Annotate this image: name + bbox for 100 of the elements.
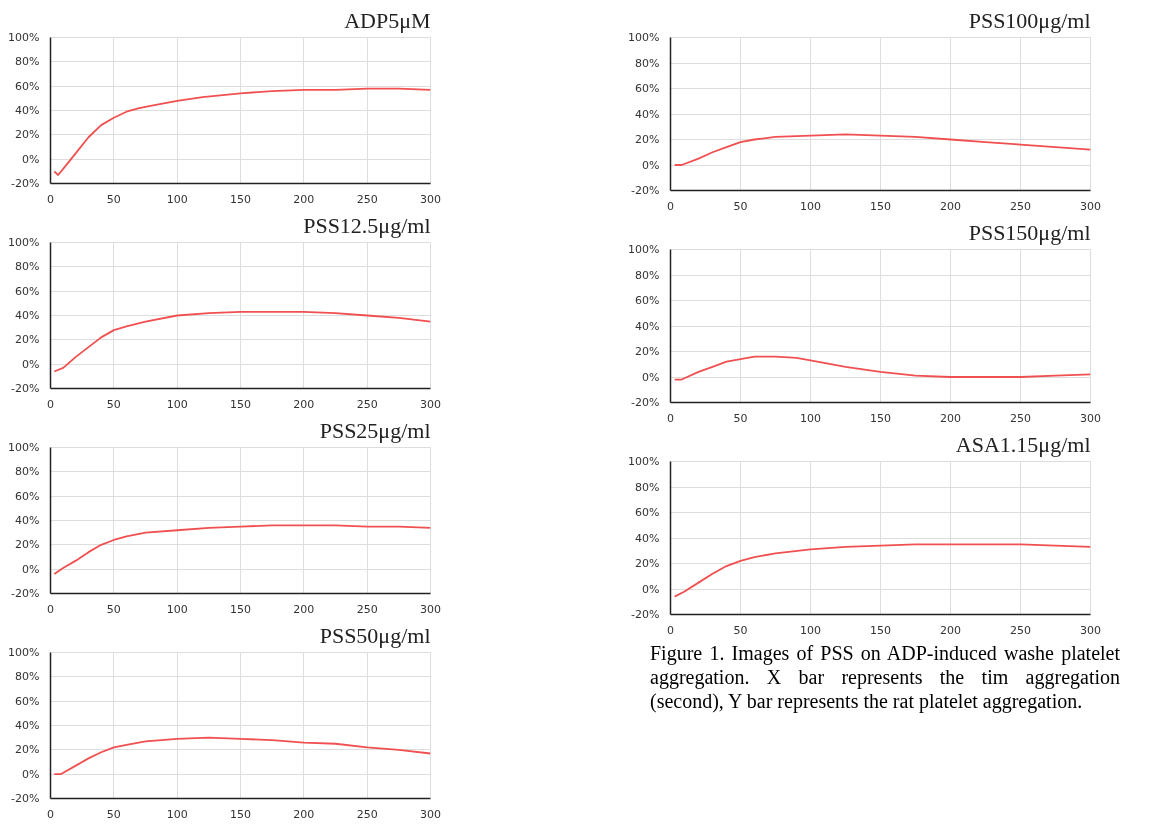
x-tick-label: 100 (166, 192, 188, 206)
y-tick-label: 0% (22, 767, 40, 781)
x-tick-label: 0 (667, 199, 674, 213)
x-tick-label: 100 (800, 411, 821, 425)
x-tick-label: 0 (667, 623, 674, 637)
x-tick-label: 200 (293, 602, 315, 616)
x-tick-label: 200 (293, 192, 315, 206)
line-series (673, 133, 1091, 166)
y-tick-label: -20% (631, 184, 660, 197)
y-tick-label: 100% (628, 31, 660, 44)
x-tick-label: 100 (166, 807, 188, 821)
y-tick-label: 0% (22, 357, 40, 371)
x-tick-label: 200 (940, 199, 961, 213)
y-tick-label: 60% (635, 506, 660, 519)
x-tick-label: 200 (940, 623, 961, 637)
y-tick-label: 60% (15, 284, 40, 298)
x-tick-label: 150 (870, 199, 891, 213)
y-tick-label: -20% (11, 177, 40, 190)
y-tick-label: 20% (635, 133, 660, 146)
x-tick-label: 100 (166, 397, 188, 411)
x-tick-label: 150 (870, 411, 891, 425)
x-tick-label: 300 (1080, 199, 1101, 213)
x-tick-label: 300 (1080, 623, 1101, 637)
y-tick-label: 40% (15, 514, 40, 527)
x-tick-label: 300 (420, 602, 441, 616)
y-tick-label: -20% (11, 792, 40, 805)
x-tick-label: 50 (106, 602, 121, 616)
y-tick-label: 20% (635, 557, 660, 570)
x-tick-label: 150 (230, 807, 251, 821)
y-tick-label: 40% (15, 104, 40, 117)
y-tick-label: 80% (15, 465, 40, 479)
x-tick-label: 50 (106, 397, 121, 411)
y-tick-label: 40% (635, 107, 660, 121)
x-tick-label: 50 (106, 807, 121, 821)
y-tick-label: 100% (628, 455, 660, 468)
x-tick-label: 100 (166, 602, 188, 616)
chart-title: ADP5μM (344, 7, 431, 33)
chart-title: PSS150μg/ml (968, 219, 1091, 245)
chart-title: PSS100μg/ml (968, 7, 1091, 33)
x-tick-label: 50 (733, 623, 748, 637)
y-tick-label: 100% (8, 236, 40, 249)
y-tick-label: 20% (15, 333, 40, 347)
y-tick-label: -20% (11, 382, 40, 395)
chart-title: ASA1.15μg/ml (955, 431, 1091, 457)
y-tick-label: 40% (635, 319, 660, 333)
x-tick-label: 200 (293, 397, 315, 411)
x-tick-label: 250 (356, 602, 378, 616)
x-tick-label: 200 (940, 411, 961, 425)
x-tick-label: 300 (420, 397, 441, 411)
y-tick-label: 60% (15, 694, 40, 708)
x-tick-label: 100 (800, 623, 821, 637)
y-tick-label: 20% (15, 128, 40, 142)
x-tick-label: 150 (230, 397, 251, 411)
line-series (53, 524, 431, 575)
caption: Figure 1. Images of PSS on ADP-induced washe platelet aggregation. X bar represents the tim aggregation (second), Y bar represents the rat platelet aggregation. (650, 641, 1120, 713)
line-series (673, 355, 1091, 381)
y-tick-label: 80% (635, 268, 660, 282)
y-tick-label: 60% (635, 294, 660, 307)
y-tick-label: 40% (15, 309, 40, 322)
x-tick-label: 250 (356, 807, 378, 821)
y-tick-label: 40% (15, 719, 40, 732)
x-tick-label: 50 (733, 199, 748, 213)
y-tick-label: 0% (642, 582, 660, 596)
x-tick-label: 150 (230, 602, 251, 616)
x-tick-label: 250 (1010, 411, 1031, 425)
y-tick-label: -20% (631, 608, 660, 621)
y-tick-label: 80% (15, 670, 40, 684)
y-tick-label: 80% (15, 260, 40, 274)
y-tick-label: 100% (8, 646, 40, 659)
x-tick-label: 0 (667, 411, 674, 425)
y-tick-label: 60% (635, 82, 660, 95)
x-tick-label: 150 (870, 623, 891, 637)
x-tick-label: 250 (1010, 199, 1031, 213)
y-tick-label: 0% (642, 158, 660, 172)
y-tick-label: 80% (15, 55, 40, 69)
line-series (53, 310, 431, 373)
line-series (673, 543, 1091, 598)
x-tick-label: 0 (47, 602, 54, 616)
y-tick-label: -20% (11, 587, 40, 600)
y-tick-label: 20% (15, 538, 40, 552)
x-tick-label: 300 (1080, 411, 1101, 425)
x-tick-label: 0 (47, 807, 54, 821)
x-tick-label: 300 (420, 192, 441, 206)
y-tick-label: 80% (635, 480, 660, 494)
y-tick-label: 60% (15, 489, 40, 503)
y-tick-label: 80% (635, 56, 660, 70)
x-tick-label: 250 (356, 397, 378, 411)
y-tick-label: 40% (635, 531, 660, 545)
y-tick-label: 20% (635, 345, 660, 358)
x-tick-label: 0 (47, 397, 54, 411)
x-tick-label: 200 (293, 807, 315, 821)
line-series (53, 736, 431, 776)
y-tick-label: 60% (15, 79, 40, 93)
chart-title: PSS50μg/ml (319, 622, 431, 648)
y-tick-label: 100% (8, 31, 40, 44)
x-tick-label: 150 (230, 192, 251, 206)
x-tick-label: 250 (1010, 623, 1031, 637)
y-tick-label: 20% (15, 743, 40, 757)
y-tick-label: 0% (642, 370, 660, 384)
x-tick-label: 250 (356, 192, 378, 206)
